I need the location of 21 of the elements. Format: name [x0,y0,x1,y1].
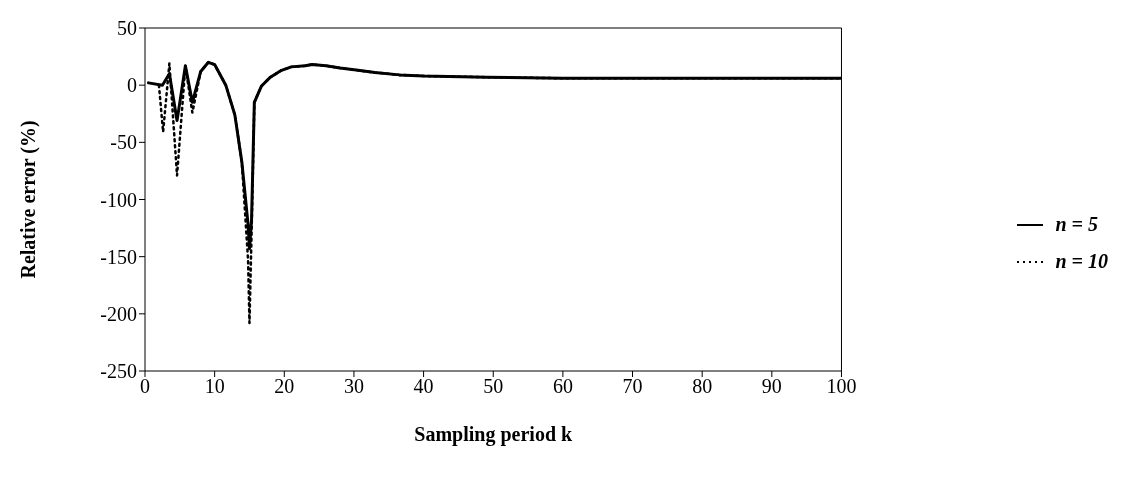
x-tick-label: 80 [692,375,713,398]
legend-label: n = 10 [1055,250,1108,273]
x-tick-label: 40 [413,375,434,398]
y-tick-label: 50 [117,17,137,40]
y-tick-label: -150 [100,245,137,268]
x-tick-label: 20 [274,375,295,398]
x-tick-label: 60 [552,375,573,398]
x-tick-label: 30 [343,375,364,398]
x-tick-label: 10 [204,375,225,398]
x-tick-label: 50 [483,375,504,398]
y-tick-label: -200 [100,302,137,325]
x-axis-title: Sampling period k [414,423,574,446]
y-tick-label: -250 [100,360,137,383]
y-tick-label: -100 [100,188,137,211]
x-tick-label: 70 [622,375,643,398]
y-axis-title: Relative error (%) [17,120,41,279]
y-tick-label: 0 [127,74,137,97]
legend-label: n = 5 [1055,213,1098,236]
y-tick-label: -50 [110,131,137,154]
x-tick-label: 100 [826,375,857,398]
x-tick-label: 90 [761,375,782,398]
